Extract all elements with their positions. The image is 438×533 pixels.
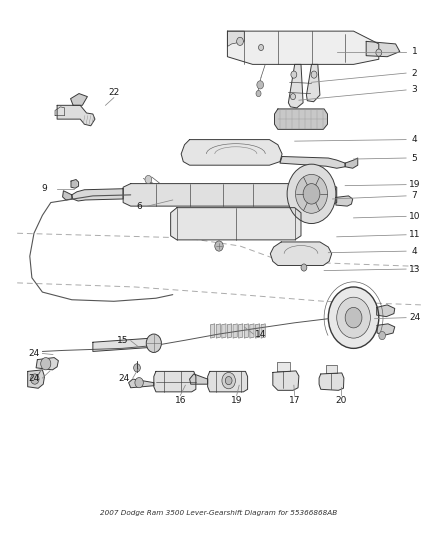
Text: 9: 9 [42, 184, 47, 193]
Polygon shape [377, 305, 395, 317]
Circle shape [31, 374, 39, 384]
Circle shape [145, 175, 152, 183]
Polygon shape [239, 324, 243, 338]
Circle shape [291, 71, 297, 78]
Polygon shape [261, 324, 265, 338]
Circle shape [134, 364, 140, 372]
Text: 15: 15 [117, 336, 128, 345]
Text: 2: 2 [412, 69, 417, 78]
Circle shape [215, 241, 223, 251]
Circle shape [301, 264, 307, 271]
Polygon shape [57, 106, 95, 126]
Text: 24: 24 [28, 374, 39, 383]
Circle shape [256, 91, 261, 96]
Text: 14: 14 [255, 329, 267, 338]
Circle shape [257, 81, 264, 89]
Polygon shape [123, 183, 337, 206]
Circle shape [345, 308, 362, 328]
Circle shape [237, 37, 244, 45]
Text: 24: 24 [409, 313, 420, 322]
Text: 4: 4 [412, 135, 417, 144]
Circle shape [287, 164, 336, 223]
Polygon shape [275, 109, 328, 130]
Polygon shape [154, 372, 196, 392]
Text: 10: 10 [409, 212, 420, 221]
Polygon shape [216, 324, 220, 338]
Polygon shape [211, 324, 215, 338]
Polygon shape [227, 31, 244, 46]
Polygon shape [244, 324, 248, 338]
Circle shape [222, 373, 235, 389]
Text: 16: 16 [175, 396, 186, 405]
Polygon shape [227, 324, 232, 338]
Circle shape [337, 297, 371, 338]
Polygon shape [208, 372, 247, 392]
Polygon shape [190, 374, 208, 384]
Polygon shape [129, 379, 154, 388]
Polygon shape [71, 94, 88, 106]
Text: 17: 17 [289, 396, 300, 405]
Text: 19: 19 [231, 396, 242, 405]
Text: 19: 19 [409, 180, 420, 189]
Polygon shape [93, 338, 155, 351]
Circle shape [146, 334, 161, 352]
Text: 5: 5 [412, 154, 417, 163]
Text: 24: 24 [119, 374, 130, 383]
Polygon shape [233, 324, 237, 338]
Text: 2007 Dodge Ram 3500 Lever-Gearshift Diagram for 55366868AB: 2007 Dodge Ram 3500 Lever-Gearshift Diag… [100, 510, 338, 516]
Polygon shape [28, 370, 45, 388]
Circle shape [135, 377, 143, 388]
Circle shape [296, 174, 328, 213]
Polygon shape [319, 373, 344, 390]
Circle shape [328, 287, 379, 349]
Polygon shape [377, 324, 395, 335]
Circle shape [258, 44, 264, 51]
Polygon shape [55, 107, 65, 116]
Polygon shape [326, 365, 337, 373]
Polygon shape [171, 208, 301, 240]
Polygon shape [222, 324, 226, 338]
Polygon shape [250, 324, 254, 338]
Text: 20: 20 [335, 396, 346, 405]
Text: 1: 1 [412, 47, 417, 56]
Text: 13: 13 [409, 264, 420, 273]
Text: 24: 24 [28, 349, 39, 358]
Text: 4: 4 [412, 247, 417, 256]
Polygon shape [270, 242, 332, 265]
Polygon shape [307, 64, 320, 102]
Polygon shape [63, 191, 72, 200]
Text: 22: 22 [108, 88, 120, 97]
Polygon shape [36, 358, 58, 370]
Polygon shape [227, 31, 379, 64]
Polygon shape [71, 180, 78, 188]
Polygon shape [255, 324, 260, 338]
Polygon shape [345, 158, 358, 168]
Text: 3: 3 [412, 85, 417, 94]
Text: 11: 11 [409, 230, 420, 239]
Circle shape [376, 49, 382, 56]
Polygon shape [336, 196, 353, 206]
Circle shape [225, 376, 232, 385]
Polygon shape [280, 157, 345, 168]
Circle shape [41, 358, 51, 370]
Circle shape [290, 94, 296, 100]
Text: 6: 6 [136, 201, 142, 211]
Text: 7: 7 [412, 191, 417, 200]
Circle shape [379, 332, 385, 340]
Polygon shape [277, 362, 290, 371]
Circle shape [311, 71, 317, 78]
Circle shape [303, 183, 320, 204]
Polygon shape [366, 42, 400, 56]
Polygon shape [288, 64, 303, 108]
Polygon shape [273, 371, 299, 390]
Polygon shape [72, 189, 123, 201]
Polygon shape [181, 140, 282, 165]
